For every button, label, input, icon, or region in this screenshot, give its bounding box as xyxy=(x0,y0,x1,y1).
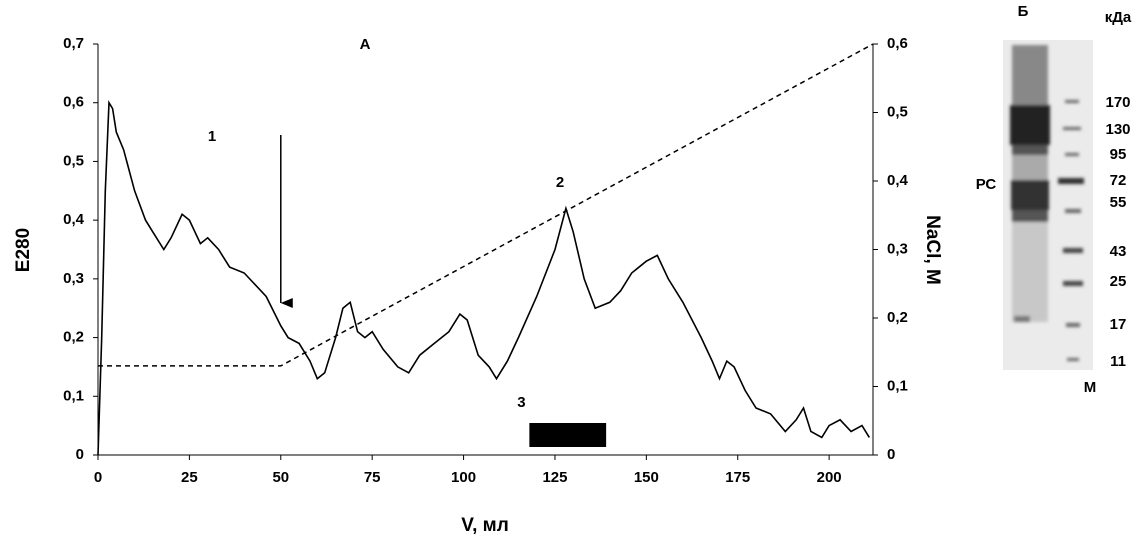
gel-unit: кДа xyxy=(1105,9,1132,26)
gel-marker-label: 95 xyxy=(1110,146,1127,163)
gel-marker-label: 72 xyxy=(1110,172,1127,189)
x-tick-label: 0 xyxy=(94,469,102,486)
y-tick-label: 0,6 xyxy=(63,94,84,111)
gel-marker-label: 17 xyxy=(1110,316,1127,333)
gel-marker-label: 55 xyxy=(1110,194,1127,211)
x-tick-label: 100 xyxy=(451,469,476,486)
y2-tick-label: 0,2 xyxy=(887,309,908,326)
annotation: 2 xyxy=(556,174,564,191)
gel-marker-label: 130 xyxy=(1105,121,1130,138)
y-tick-label: 0 xyxy=(76,446,84,463)
y2-tick-label: 0,6 xyxy=(887,35,908,52)
gel-marker-label: 170 xyxy=(1105,94,1130,111)
line-series xyxy=(98,44,873,366)
x-tick-label: 50 xyxy=(272,469,289,486)
annotation: 1 xyxy=(208,128,216,145)
gel-lane-label: М xyxy=(1084,379,1097,396)
line-series xyxy=(98,103,869,455)
y2-tick-label: 0,1 xyxy=(887,377,908,394)
y-tick-label: 0,1 xyxy=(63,387,84,404)
y-tick-label: 0,3 xyxy=(63,270,84,287)
x-tick-label: 125 xyxy=(542,469,567,486)
y-axis-label: E280 xyxy=(13,228,34,272)
y-tick-label: 0,4 xyxy=(63,211,85,228)
x-tick-label: 150 xyxy=(634,469,659,486)
y2-tick-label: 0,3 xyxy=(887,240,908,257)
fraction-label: 3 xyxy=(517,394,525,411)
x-axis-label: V, мл xyxy=(461,515,509,536)
fraction-bar xyxy=(529,423,606,447)
x-tick-label: 175 xyxy=(725,469,750,486)
y2-tick-label: 0 xyxy=(887,446,895,463)
gel-marker-label: 25 xyxy=(1110,273,1127,290)
gel-sample-lane xyxy=(1010,45,1050,322)
x-tick-label: 75 xyxy=(364,469,381,486)
gel-marker-label: 11 xyxy=(1110,353,1126,370)
x-tick-label: 25 xyxy=(181,469,198,486)
y2-axis-label: NaCl, М xyxy=(922,215,943,285)
y2-tick-label: 0,4 xyxy=(887,172,909,189)
gel: Б кДа РС М xyxy=(976,3,1132,396)
gel-lane-label: РС xyxy=(976,176,997,193)
y-tick-label: 0,2 xyxy=(63,329,84,346)
gel-title: Б xyxy=(1018,3,1029,20)
y-tick-label: 0,5 xyxy=(63,152,84,169)
gel-marker-label: 43 xyxy=(1110,243,1127,260)
figure: А V, мл E280 NaCl, М 1 2 Б кДа РС М 0 0,1… xyxy=(0,0,1145,543)
x-tick-label: 200 xyxy=(817,469,842,486)
y2-tick-label: 0,5 xyxy=(887,103,908,120)
chart-title: А xyxy=(360,36,371,53)
y-tick-label: 0,7 xyxy=(63,35,84,52)
